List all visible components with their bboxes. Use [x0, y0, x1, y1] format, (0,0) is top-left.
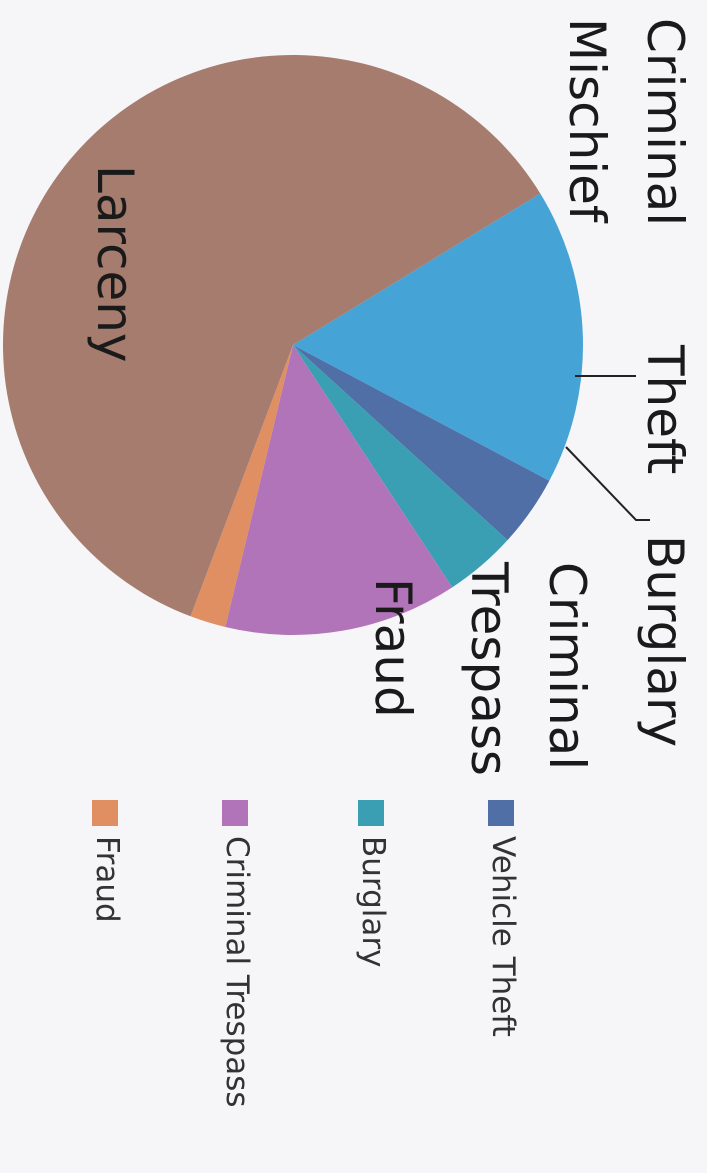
label-theft: Theft: [636, 345, 694, 475]
label-criminal-trespass-line2: Trespass: [460, 562, 518, 776]
pie-slice-criminal-mischief: [293, 193, 583, 481]
pie-slice-criminal-trespass: [225, 345, 453, 635]
legend-swatch-burglary: [358, 800, 384, 826]
pie-slice-fraud: [190, 345, 293, 627]
pie-slice-burglary: [293, 345, 508, 588]
label-burglary: Burglary: [636, 535, 694, 748]
label-criminal-mischief-line2: Mischief: [558, 18, 616, 223]
legend-swatch-fraud: [92, 800, 118, 826]
legend-label-fraud: Fraud: [89, 836, 125, 923]
legend-label-vehicle-theft: Vehicle Theft: [485, 836, 521, 1037]
legend-swatch-vehicle-theft: [488, 800, 514, 826]
legend-swatch-criminal-trespass: [222, 800, 248, 826]
pie-slice-larceny: [2, 54, 541, 617]
leader-line-burglary: [565, 446, 650, 521]
label-fraud: Fraud: [364, 578, 422, 718]
legend-label-criminal-trespass: Criminal Trespass: [219, 836, 255, 1108]
label-criminal-mischief-line1: Criminal: [636, 18, 694, 227]
label-larceny: Larceny: [86, 165, 144, 363]
pie-slice-vehicle-theft: [293, 345, 550, 541]
legend-label-burglary: Burglary: [355, 836, 391, 968]
label-criminal-trespass-line1: Criminal: [538, 562, 596, 771]
